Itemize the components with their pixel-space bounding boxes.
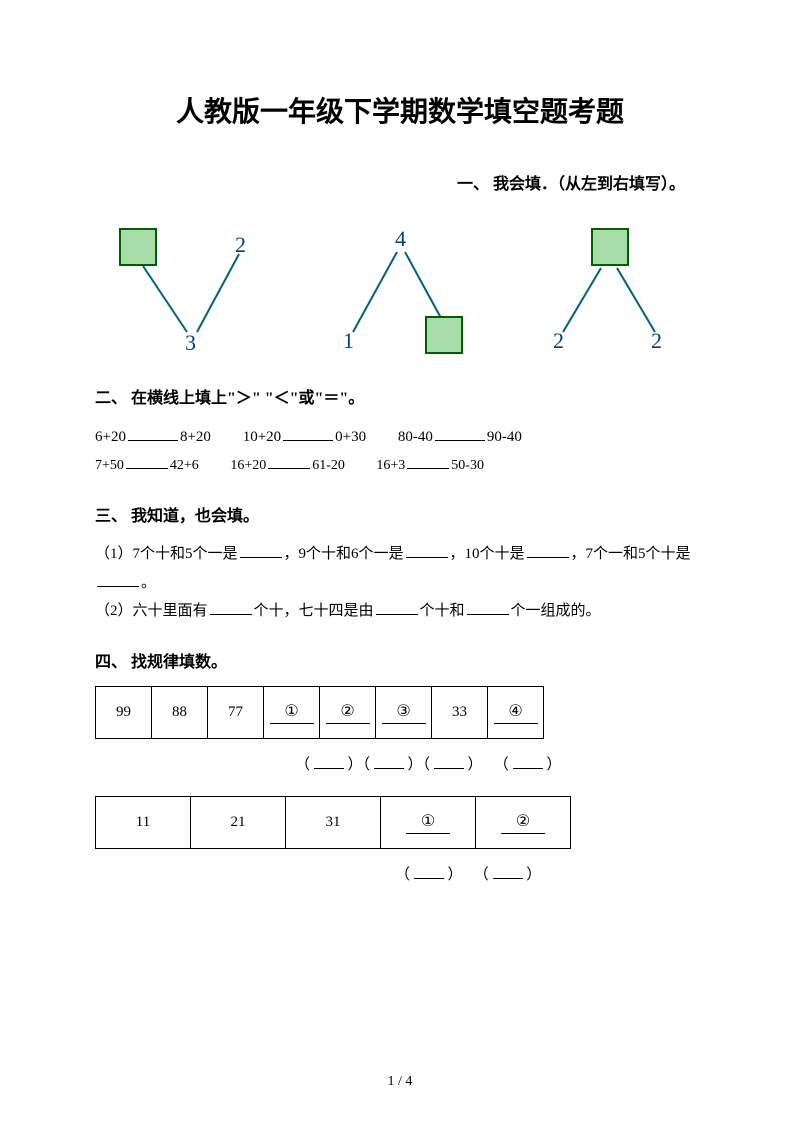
answer-blank[interactable] [513, 768, 543, 769]
answer-blank[interactable] [268, 468, 310, 469]
sequence-cell: 21 [191, 796, 286, 848]
sequence-cell: ② [476, 796, 571, 848]
text: 个十和 [420, 603, 465, 619]
expr: 90-40 [487, 429, 522, 445]
answer-blank[interactable]: ① [406, 811, 450, 834]
answer-blank[interactable] [527, 557, 569, 558]
tree-value: 2 [553, 328, 564, 354]
sequence-2-blanks: （ ） （ ） [95, 863, 705, 884]
sequence-cell: 88 [152, 686, 208, 738]
tree-value: 1 [343, 328, 354, 354]
answer-blank[interactable] [240, 557, 282, 558]
sequence-cell: 77 [208, 686, 264, 738]
answer-blank[interactable] [374, 768, 404, 769]
answer-box[interactable] [119, 228, 157, 266]
answer-blank[interactable] [406, 557, 448, 558]
answer-blank[interactable] [435, 440, 485, 441]
text: （2）六十里面有 [95, 603, 208, 619]
answer-blank[interactable]: ② [326, 701, 370, 724]
section-2-heading: 二、 在横线上填上"＞" "＜"或"＝"。 [95, 384, 705, 408]
section-2-body: 6+20 8+20 10+20 0+30 80-40 90-40 7+50 42+6 1… [95, 422, 705, 480]
tree-value: 2 [235, 232, 246, 258]
section-4-heading: 四、 找规律填数。 [95, 648, 705, 672]
tree-value: 4 [395, 226, 406, 252]
page-title: 人教版一年级下学期数学填空题考题 [95, 90, 705, 130]
text: ，9个十和6个一是 [284, 546, 404, 562]
circled-number: ③ [396, 701, 410, 721]
text: ，10个十是 [450, 546, 525, 562]
answer-blank[interactable] [210, 614, 252, 615]
section-3-heading: 三、 我知道，也会填。 [95, 502, 705, 526]
expr: 10+20 [243, 429, 281, 445]
text: 。 [141, 575, 156, 591]
sequence-cell: ① [264, 686, 320, 738]
sequence-cell: ① [381, 796, 476, 848]
text: ，7个一和5个十是 [571, 546, 691, 562]
tree-3: 2 2 [525, 224, 695, 354]
tree-value: 2 [651, 328, 662, 354]
expr: 42+6 [170, 458, 199, 473]
page-footer: 1 / 4 [0, 1074, 800, 1090]
text: 个十，七十四是由 [254, 603, 374, 619]
tree-1: 2 3 [105, 224, 275, 354]
circled-number: ① [421, 811, 435, 831]
sequence-cell: 31 [286, 796, 381, 848]
section-1-heading: 一、 我会填．（从左到右填写）。 [95, 170, 705, 194]
answer-blank[interactable]: ① [270, 701, 314, 724]
tree-value: 3 [185, 330, 196, 356]
sequence-1-blanks: （ ）（ ）（ ） （ ） [95, 753, 705, 774]
sequence-cell: ④ [488, 686, 544, 738]
answer-blank[interactable] [376, 614, 418, 615]
answer-blank[interactable]: ④ [494, 701, 538, 724]
answer-blank[interactable] [126, 468, 168, 469]
sequence-cell: ③ [376, 686, 432, 738]
text: （1）7个十和5个一是 [95, 546, 238, 562]
expr: 16+20 [230, 458, 266, 473]
expr: 8+20 [180, 429, 211, 445]
sequence-table-1: 998877 ① ② ③ 33 ④ [95, 686, 544, 739]
answer-blank[interactable] [97, 586, 139, 587]
sequence-table-2: 112131 ① ② [95, 796, 571, 849]
answer-blank[interactable] [128, 440, 178, 441]
text: 个一组成的。 [511, 603, 601, 619]
answer-blank[interactable] [467, 614, 509, 615]
answer-blank[interactable] [314, 768, 344, 769]
circled-number: ④ [508, 701, 522, 721]
sequence-cell: 99 [96, 686, 152, 738]
expr: 0+30 [335, 429, 366, 445]
answer-box[interactable] [425, 316, 463, 354]
circled-number: ② [516, 811, 530, 831]
answer-blank[interactable] [493, 878, 523, 879]
expr: 7+50 [95, 458, 124, 473]
answer-blank[interactable] [407, 468, 449, 469]
sequence-cell: 33 [432, 686, 488, 738]
expr: 80-40 [398, 429, 433, 445]
sequence-cell: 11 [96, 796, 191, 848]
answer-blank[interactable] [283, 440, 333, 441]
tree-diagram-row: 2 3 4 1 2 2 [95, 224, 705, 354]
circled-number: ① [284, 701, 298, 721]
answer-blank[interactable] [434, 768, 464, 769]
expr: 6+20 [95, 429, 126, 445]
answer-box[interactable] [591, 228, 629, 266]
sequence-cell: ② [320, 686, 376, 738]
expr: 16+3 [376, 458, 405, 473]
answer-blank[interactable]: ③ [382, 701, 426, 724]
answer-blank[interactable]: ② [501, 811, 545, 834]
answer-blank[interactable] [414, 878, 444, 879]
circled-number: ② [340, 701, 354, 721]
expr: 50-30 [451, 458, 484, 473]
section-3-body: （1）7个十和5个一是 ，9个十和6个一是 ，10个十是 ，7个一和5个十是。 （2）… [95, 540, 705, 626]
expr: 61-20 [312, 458, 345, 473]
tree-2: 4 1 [315, 224, 485, 354]
